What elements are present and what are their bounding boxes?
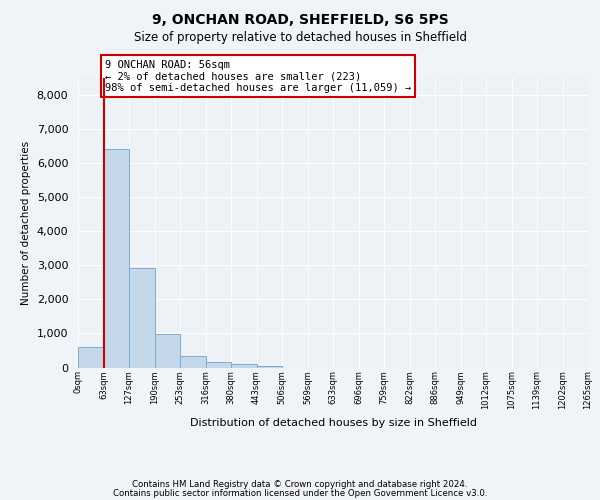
Bar: [231, 364, 257, 368]
Bar: [180, 356, 205, 368]
Y-axis label: Number of detached properties: Number of detached properties: [21, 140, 31, 304]
Bar: [104, 149, 129, 368]
Text: Size of property relative to detached houses in Sheffield: Size of property relative to detached ho…: [133, 31, 467, 44]
Text: 9 ONCHAN ROAD: 56sqm
← 2% of detached houses are smaller (223)
98% of semi-detac: 9 ONCHAN ROAD: 56sqm ← 2% of detached ho…: [105, 60, 411, 93]
Bar: [205, 362, 231, 368]
Bar: [129, 268, 155, 368]
Bar: [257, 366, 282, 368]
X-axis label: Distribution of detached houses by size in Sheffield: Distribution of detached houses by size …: [190, 418, 476, 428]
Bar: [155, 334, 180, 368]
Bar: [78, 347, 104, 368]
Text: Contains HM Land Registry data © Crown copyright and database right 2024.: Contains HM Land Registry data © Crown c…: [132, 480, 468, 489]
Text: Contains public sector information licensed under the Open Government Licence v3: Contains public sector information licen…: [113, 488, 487, 498]
Text: 9, ONCHAN ROAD, SHEFFIELD, S6 5PS: 9, ONCHAN ROAD, SHEFFIELD, S6 5PS: [152, 12, 448, 26]
